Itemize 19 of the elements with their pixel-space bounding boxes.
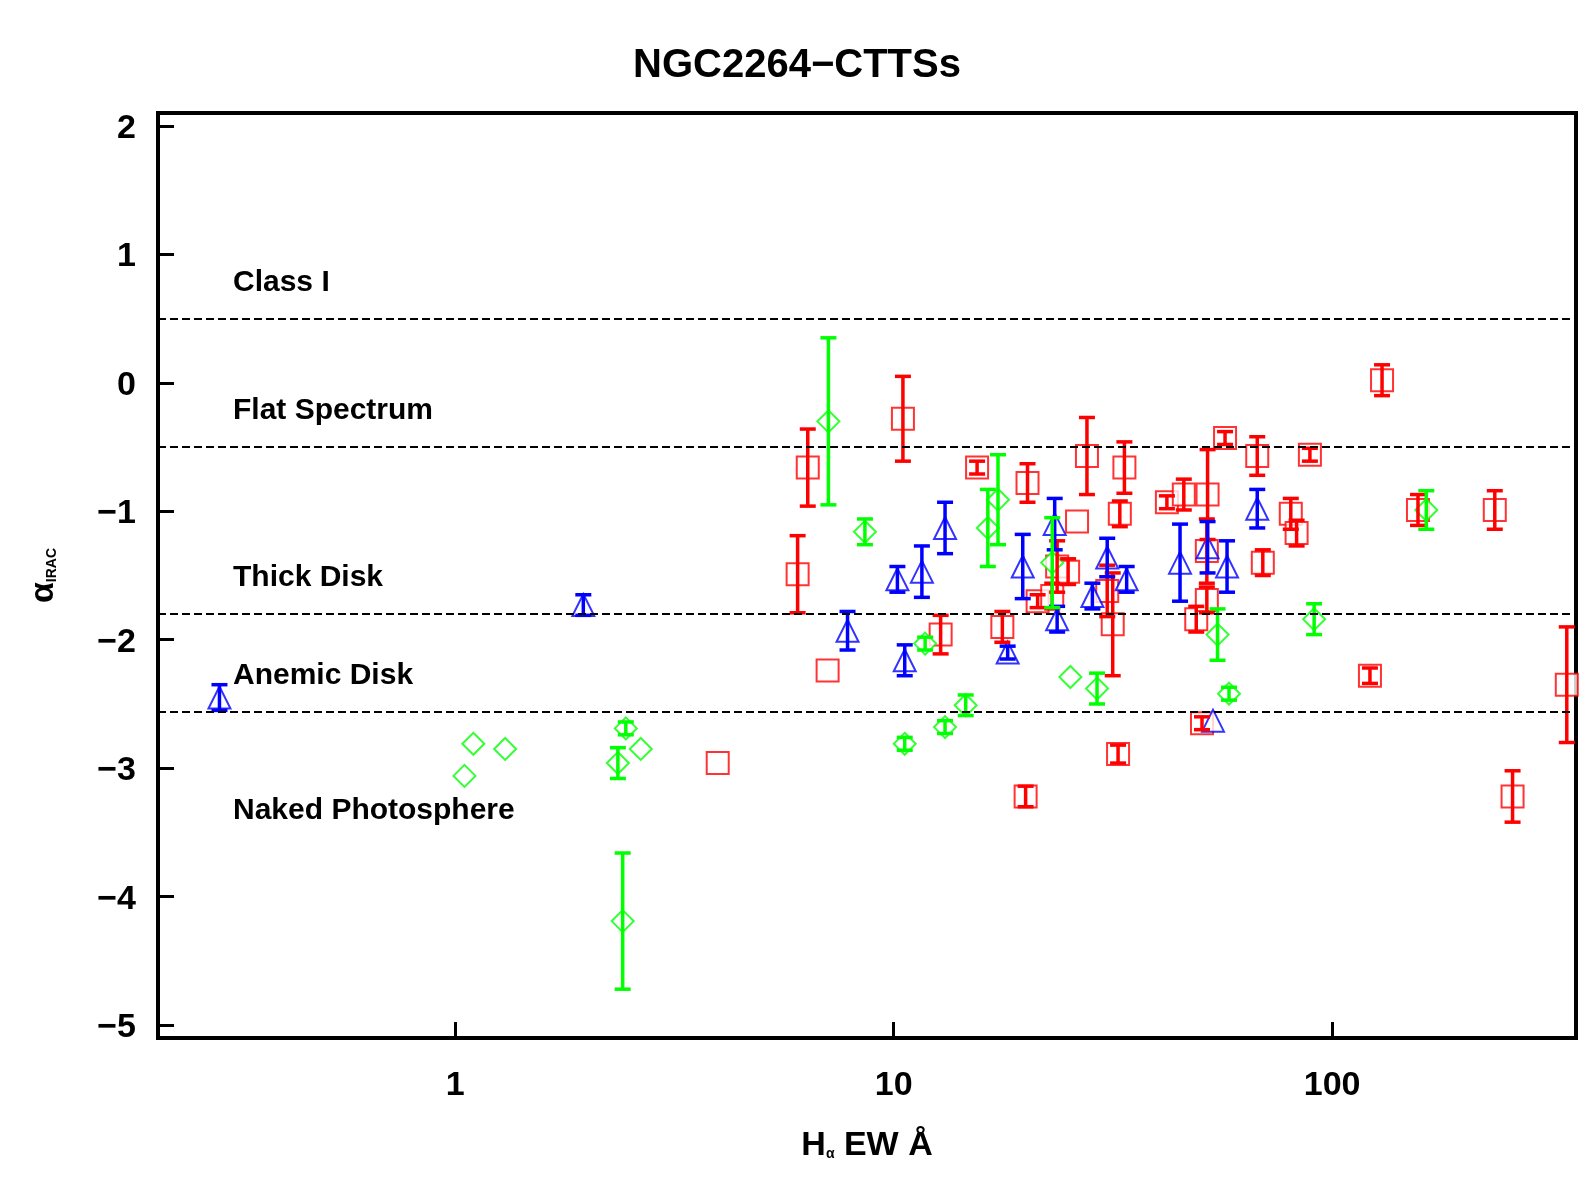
- x-tick-label: 100: [1303, 1064, 1361, 1102]
- y-axis-title: αIRAC: [22, 547, 60, 604]
- y-tick-label: −1: [97, 492, 136, 531]
- annotation: Class I: [233, 263, 330, 297]
- y-tick-label: 0: [117, 363, 136, 402]
- annotation: Naked Photosphere: [233, 791, 515, 825]
- annotation: Flat Spectrum: [233, 391, 434, 425]
- y-tick-label: −4: [97, 877, 137, 916]
- y-tick-label: −5: [97, 1006, 136, 1045]
- annotation: Thick Disk: [233, 559, 384, 592]
- annotation: Anemic Disk: [233, 656, 414, 690]
- y-tick-label: 2: [117, 106, 136, 145]
- x-tick-label: 1: [445, 1064, 465, 1102]
- chart-title: NGC2264−CTTSs: [633, 41, 961, 85]
- x-tick-label: 10: [874, 1064, 913, 1102]
- y-tick-label: −2: [97, 620, 136, 659]
- y-tick-label: −3: [97, 749, 136, 788]
- y-tick-label: 1: [117, 235, 136, 274]
- x-axis-title: Hα EW Å: [801, 1124, 933, 1162]
